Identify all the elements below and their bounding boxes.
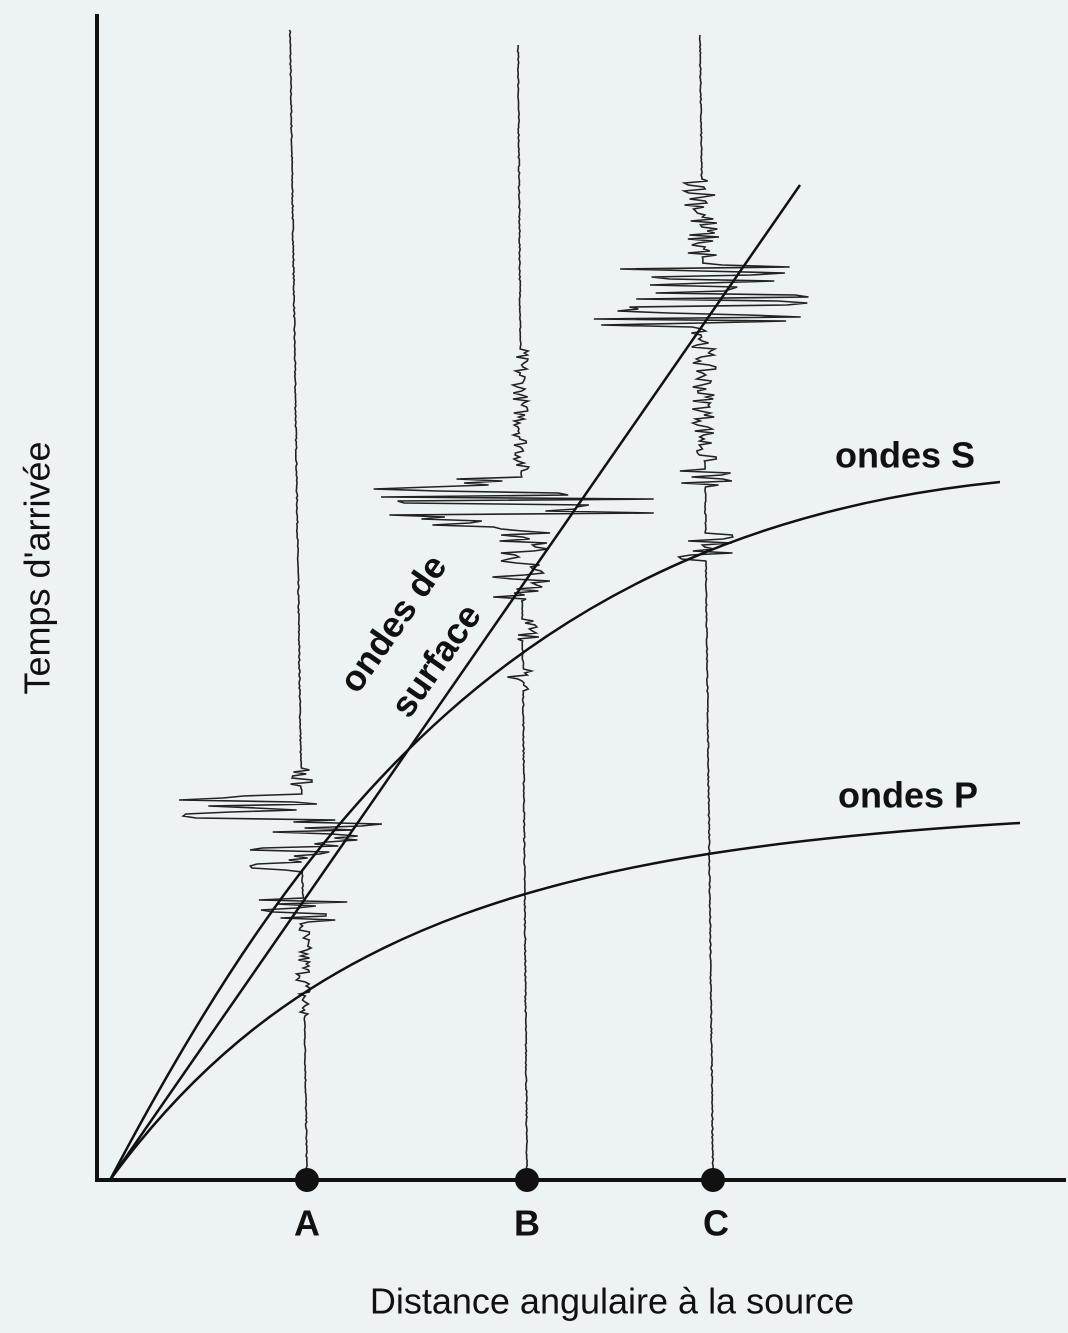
x-axis-title: Distance angulaire à la source: [370, 1281, 854, 1322]
y-axis-title: Temps d'arrivée: [17, 442, 58, 695]
seismogram-trace: [373, 44, 654, 1180]
station-dot: [701, 1168, 725, 1192]
p-wave-curve: [108, 821, 1021, 1181]
station-dot: [295, 1168, 319, 1192]
station-label: A: [294, 1203, 320, 1244]
seismogram-trace: [593, 34, 809, 1180]
curve-label: ondes P: [838, 775, 978, 816]
station-label: B: [514, 1203, 540, 1244]
s-wave-curve: [108, 480, 1001, 1181]
station-dot: [515, 1168, 539, 1192]
surface-wave-line: [108, 184, 802, 1181]
curve-label: ondes S: [835, 435, 975, 476]
station-label: C: [703, 1203, 729, 1244]
